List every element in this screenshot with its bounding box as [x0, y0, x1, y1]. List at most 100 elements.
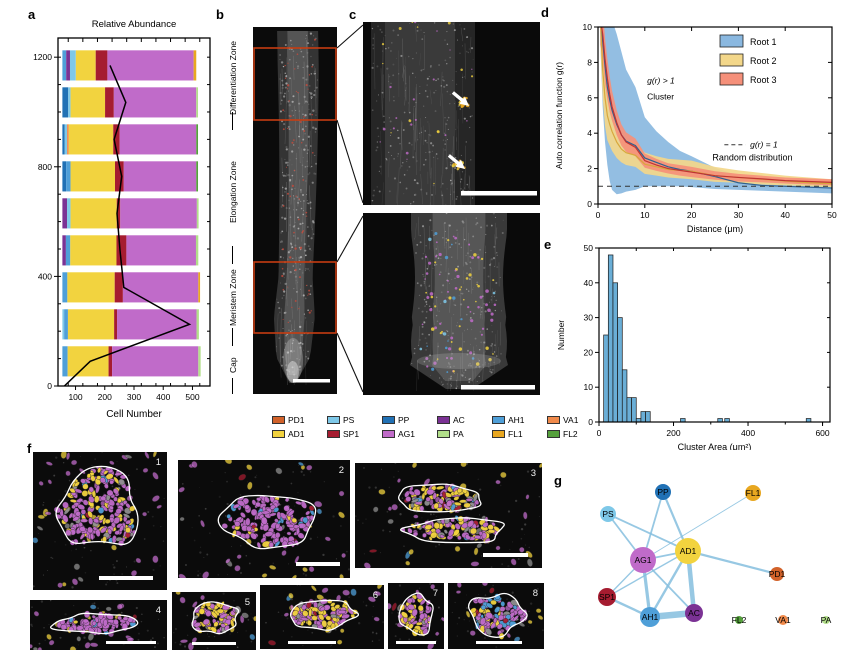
zone-boundary-tick [232, 328, 233, 346]
svg-text:50: 50 [584, 243, 594, 253]
svg-text:3: 3 [531, 468, 536, 479]
network-node-PP: PP [655, 484, 671, 500]
legend-swatch-AH1 [492, 416, 505, 424]
legend-swatch-PS [327, 416, 340, 424]
legend-item-VA1: VA1 [547, 415, 602, 425]
svg-text:600: 600 [815, 428, 829, 438]
panel-g-label: g [554, 473, 562, 488]
svg-text:500: 500 [185, 392, 199, 402]
svg-text:Distance (μm): Distance (μm) [687, 224, 743, 234]
legend-swatch-PD1 [272, 416, 285, 424]
svg-text:0: 0 [597, 428, 602, 438]
svg-text:1200: 1200 [33, 52, 52, 62]
panel-f-cluster-image-2: 2 [178, 460, 350, 578]
panel-f-cluster-image-6: 6 [260, 585, 384, 649]
network-node-FL1: FL1 [745, 485, 761, 501]
panel-g-network-graph: PS PP FL1 AG1 AD1 PD1 SP1 AH1 AC FL2 VA1 PA [598, 484, 832, 627]
legend-label: PS [343, 415, 355, 425]
svg-text:5: 5 [245, 597, 250, 608]
svg-text:Auto correlation function g(r: Auto correlation function g(r) [554, 62, 564, 169]
svg-text:Root 2: Root 2 [750, 56, 777, 66]
svg-text:Cluster: Cluster [647, 92, 674, 102]
svg-text:g(r) > 1: g(r) > 1 [647, 76, 675, 86]
panel-c-bottom-microscopy-image [363, 213, 540, 395]
zone-boundary-tick [232, 378, 233, 394]
svg-text:4: 4 [587, 128, 592, 138]
legend-label: PD1 [288, 415, 305, 425]
svg-text:20: 20 [584, 347, 594, 357]
svg-text:20: 20 [687, 210, 697, 220]
network-node-AH1: AH1 [640, 607, 660, 627]
panel-b-label: b [216, 7, 224, 22]
svg-text:300: 300 [127, 392, 141, 402]
svg-text:7: 7 [433, 588, 438, 599]
zone-label-differentiation-zone: Differentiation Zone [228, 40, 238, 116]
panel-e-label: e [544, 237, 552, 252]
svg-text:400: 400 [38, 271, 52, 281]
legend-item-AG1: AG1 [382, 429, 437, 439]
svg-text:0: 0 [587, 199, 592, 209]
svg-text:PP: PP [657, 487, 669, 497]
legend-label: PA [453, 429, 464, 439]
svg-text:30: 30 [584, 313, 594, 323]
panel-d-label: d [541, 5, 549, 20]
legend-item-FL1: FL1 [492, 429, 547, 439]
panel-a-label: a [28, 7, 36, 22]
svg-text:6: 6 [587, 93, 592, 103]
network-node-PA: PA [821, 615, 832, 625]
legend-label: AC [453, 415, 465, 425]
zone-boundary-tick [232, 246, 233, 264]
legend-label: AG1 [398, 429, 416, 439]
svg-text:AD1: AD1 [680, 546, 697, 556]
legend-label: PP [398, 415, 410, 425]
svg-text:8: 8 [587, 57, 592, 67]
zone-label-meristem-zone: Meristem Zone [228, 269, 238, 327]
panel-f-cluster-image-3: 3 [355, 463, 542, 568]
panel-f-cluster-image-7: 7 [388, 583, 444, 649]
svg-text:10: 10 [583, 22, 593, 32]
svg-text:FL2: FL2 [732, 615, 747, 625]
legend-item-PA: PA [437, 429, 492, 439]
zone-label-elongation-zone: Elongation Zone [228, 161, 238, 223]
legend-item-PP: PP [382, 415, 437, 425]
svg-text:800: 800 [38, 162, 52, 172]
svg-text:FL1: FL1 [746, 488, 761, 498]
svg-text:AH1: AH1 [642, 612, 659, 622]
panel-a-stacked-bar-chart: 100 200 300 400 500 0 400 800 1200 Relative Abund… [33, 19, 211, 420]
network-node-SP1: SP1 [598, 588, 616, 606]
panel-f-label: f [27, 441, 32, 456]
legend-label: VA1 [563, 415, 579, 425]
legend-item-AC: AC [437, 415, 492, 425]
svg-text:400: 400 [741, 428, 755, 438]
svg-text:Random distribution: Random distribution [712, 153, 792, 163]
svg-text:30: 30 [734, 210, 744, 220]
svg-text:2: 2 [587, 164, 592, 174]
svg-text:40: 40 [780, 210, 790, 220]
svg-text:2: 2 [339, 465, 344, 476]
network-node-FL2: FL2 [732, 615, 747, 625]
svg-text:AC: AC [688, 608, 700, 618]
legend-label: SP1 [343, 429, 360, 439]
legend-label: FL1 [508, 429, 523, 439]
svg-text:g(r) = 1: g(r) = 1 [750, 140, 778, 150]
legend-swatch-FL1 [492, 430, 505, 438]
legend-item-PS: PS [327, 415, 382, 425]
white-arrow-icon [447, 154, 465, 169]
legend-item-AH1: AH1 [492, 415, 547, 425]
panel-e-histogram: 0 200 400 600 0 10 20 30 40 50 Cluster Area (μm²) N… [556, 243, 831, 450]
svg-text:VA1: VA1 [775, 615, 791, 625]
svg-text:400: 400 [156, 392, 170, 402]
svg-text:Cell Number: Cell Number [106, 409, 162, 420]
network-node-VA1: VA1 [775, 615, 791, 625]
svg-text:4: 4 [156, 605, 161, 616]
panel-f-cluster-image-5: 5 [172, 592, 256, 650]
svg-text:SP1: SP1 [599, 592, 615, 602]
legend-swatch-PP [382, 416, 395, 424]
legend-swatch-FL2 [547, 430, 560, 438]
network-node-AG1: AG1 [630, 547, 656, 573]
svg-text:10: 10 [584, 382, 594, 392]
legend-item-FL2: FL2 [547, 429, 602, 439]
svg-text:8: 8 [533, 588, 538, 599]
legend-swatch-SP1 [327, 430, 340, 438]
